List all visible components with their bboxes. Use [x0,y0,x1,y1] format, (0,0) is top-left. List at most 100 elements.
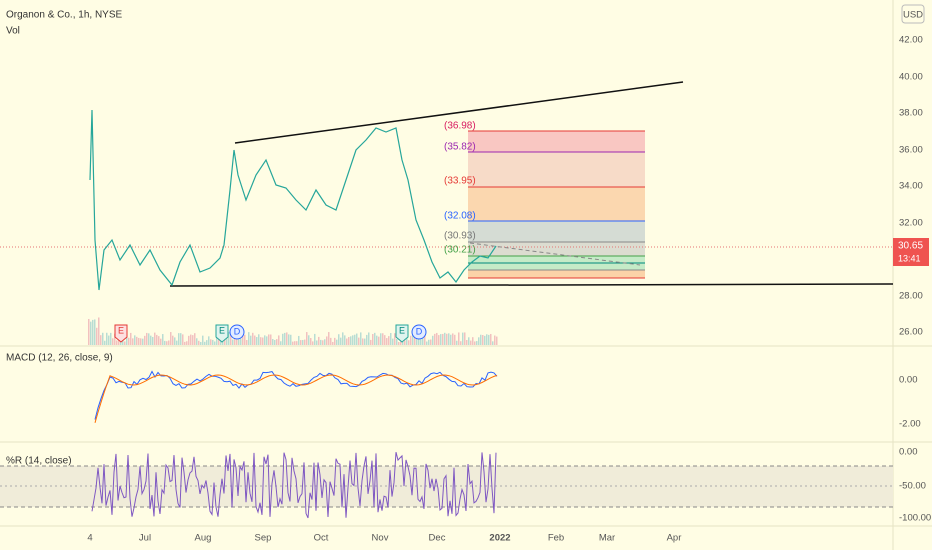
volume-bar [342,332,344,345]
volume-bar [130,332,132,345]
volume-bar [256,337,258,345]
volume-bar [358,337,360,345]
volume-bar [172,335,174,345]
volume-bar [228,332,230,345]
time-tick: 2022 [489,533,510,544]
volume-bar [436,332,438,345]
event-marker[interactable]: E [114,324,128,343]
volume-bar [282,333,284,345]
volume-bar [322,340,324,345]
volume-bar [344,335,346,345]
price-tick: 26.00 [899,327,923,338]
wr-tick: -50.00 [899,481,926,492]
volume-bar [156,334,158,345]
currency-button[interactable] [901,4,925,24]
volume-bar [356,333,358,345]
price-tick: 38.00 [899,108,923,119]
event-marker[interactable]: D [411,324,427,340]
volume-bar [178,333,180,345]
volume-bar [250,335,252,345]
event-marker[interactable]: D [229,324,245,340]
wr-line [91,451,497,519]
volume-bar [222,340,224,345]
volume-bar [242,334,244,345]
volume-bar [258,334,260,345]
volume-bar [452,333,454,345]
price-candles [89,109,497,291]
volume-bar [206,340,208,345]
volume-bar [360,332,362,345]
volume-bar [484,335,486,345]
volume-bar [88,318,90,345]
volume-bar [470,340,472,345]
volume-bar [316,340,318,345]
volume-bar [384,335,386,345]
volume-bar [308,335,310,345]
volume-bar [140,338,142,345]
time-tick: Oct [314,533,329,544]
volume-bar [278,335,280,345]
volume-bar [446,333,448,345]
volume-bar [180,333,182,345]
volume-bars [88,317,498,345]
volume-bar [100,335,102,345]
volume-bar [202,335,204,345]
volume-bar [110,332,112,345]
fib-label: (30.93) [444,231,476,242]
price-badge [893,238,929,266]
volume-bar [332,341,334,345]
volume-bar [150,335,152,345]
volume-bar [98,317,100,345]
volume-bar [232,339,234,345]
volume-bar [270,334,272,345]
volume-bar [490,333,492,345]
event-marker[interactable]: E [395,324,409,343]
volume-bar [396,338,398,345]
time-tick: Apr [667,533,682,544]
projection-line [469,242,641,266]
volume-bar [494,335,496,345]
fib-label: (32.08) [444,211,476,222]
volume-bar [218,337,220,345]
volume-bar [330,337,332,345]
volume-bar [294,341,296,345]
fib-label: (35.82) [444,142,476,153]
volume-bar [96,327,98,345]
volume-bar [164,340,166,345]
current-price: 30.65 [898,241,923,252]
volume-bar [374,332,376,345]
volume-bar [438,335,440,345]
volume-bar [364,338,366,345]
volume-bar [152,336,154,345]
volume-bar [252,332,254,345]
volume-bar [266,336,268,345]
volume-bar [220,340,222,345]
volume-bar [112,338,114,345]
volume-bar [144,335,146,345]
volume-bar [276,339,278,345]
volume-bar [306,332,308,345]
volume-bar [166,341,168,345]
event-label: E [118,325,124,335]
volume-bar [142,338,144,345]
volume-bar [170,332,172,345]
volume-bar [492,341,494,345]
volume-bar [230,334,232,345]
event-marker[interactable]: E [215,324,229,343]
wr-tick: -100.00 [899,513,931,524]
volume-bar [348,337,350,345]
time-tick: Sep [255,533,272,544]
volume-bar [136,336,138,345]
volume-bar [104,340,106,345]
volume-bar [326,336,328,345]
volume-bar [352,335,354,345]
fib-label: (33.95) [444,176,476,187]
volume-bar [346,338,348,345]
volume-bar [176,340,178,345]
volume-bar [240,338,242,345]
volume-bar [466,340,468,345]
volume-bar [476,341,478,345]
volume-bar [430,339,432,345]
event-label: E [399,325,405,335]
